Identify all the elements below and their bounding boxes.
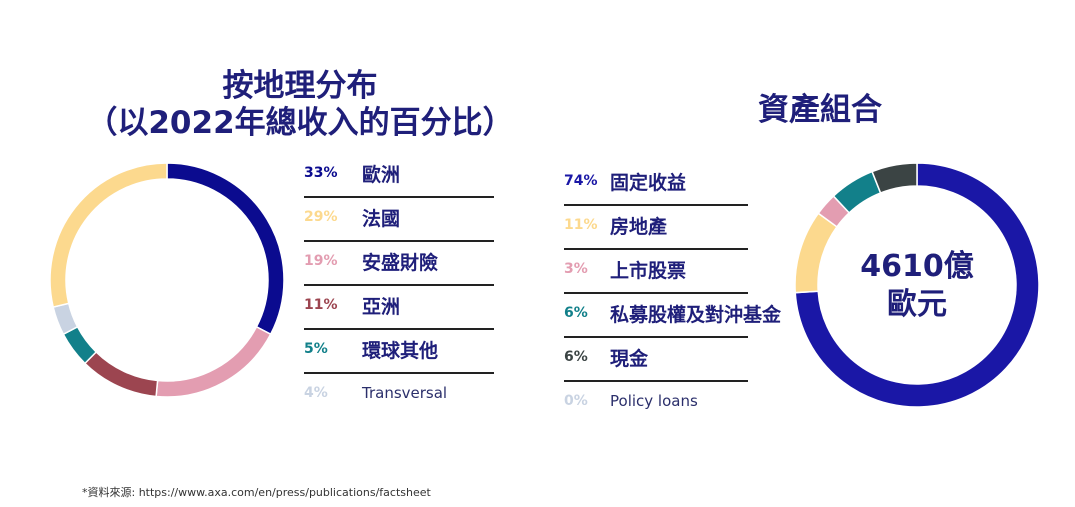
geo-title-line2: （以2022年總收入的百分比） (86, 105, 514, 142)
asset-total-unit: 歐元 (887, 286, 947, 322)
donut-slice-0-5 (49, 162, 168, 308)
legend-row-0-3: 11% 亞洲 (304, 286, 494, 330)
legend-row-0-2: 19% 安盛財險 (304, 242, 494, 286)
legend-label-1-5: Policy loans (610, 392, 698, 410)
geo-donut-chart (49, 162, 285, 398)
legend-percent-1-1: 11% (564, 217, 598, 233)
legend-percent-1-5: 0% (564, 393, 588, 409)
legend-label-1-1: 房地產 (610, 216, 668, 238)
legend-row-0-1: 29% 法國 (304, 198, 494, 242)
legend-label-0-4: 環球其他 (362, 340, 439, 362)
legend-label-1-0: 固定收益 (610, 172, 687, 194)
donut-slice-1-0 (794, 162, 1040, 408)
donut-slice-1-4 (871, 162, 918, 194)
legend-row-1-2: 3% 上市股票 (564, 250, 748, 294)
legend-percent-0-0: 33% (304, 165, 338, 181)
legend-percent-0-1: 29% (304, 209, 338, 225)
legend-row-1-1: 11% 房地產 (564, 206, 748, 250)
legend-label-1-3: 私募股權及對沖基金 (610, 304, 782, 326)
geo-legend: 33% 歐洲 29% 法國 19% 安盛財險 11% 亞洲 5% 環球其他 4% Transversa… (304, 154, 494, 418)
source-note: *資料來源: https://www.axa.com/en/press/publ… (82, 486, 431, 499)
legend-label-0-1: 法國 (362, 208, 401, 230)
asset-chart-title: 資產組合 (758, 92, 882, 128)
legend-row-0-5: 4% Transversal (304, 374, 494, 418)
asset-total-label: 4610億 歐元 (827, 248, 1007, 323)
legend-row-1-4: 6% 現金 (564, 338, 748, 382)
legend-percent-0-5: 4% (304, 385, 328, 401)
legend-percent-0-4: 5% (304, 341, 328, 357)
geo-title-line1: 按地理分布 (222, 68, 378, 104)
asset-total-value: 4610億 (860, 249, 974, 284)
legend-row-1-0: 74% 固定收益 (564, 162, 748, 206)
legend-percent-1-3: 6% (564, 305, 588, 321)
legend-row-1-5: 0% Policy loans (564, 382, 748, 426)
legend-percent-0-2: 19% (304, 253, 338, 269)
donut-slice-0-0 (166, 162, 285, 336)
legend-label-0-5: Transversal (362, 384, 448, 402)
legend-percent-1-0: 74% (564, 173, 598, 189)
donut-slice-0-1 (155, 325, 272, 398)
legend-row-0-4: 5% 環球其他 (304, 330, 494, 374)
geo-chart-title: 按地理分布 （以2022年總收入的百分比） (40, 68, 560, 142)
legend-label-1-4: 現金 (610, 348, 649, 370)
asset-legend: 74% 固定收益 11% 房地產 3% 上市股票 6% 私募股權及對沖基金 6% 現金 0% Poli… (564, 162, 781, 426)
donut-slice-0-2 (83, 350, 159, 398)
legend-label-0-3: 亞洲 (362, 296, 401, 318)
legend-label-0-2: 安盛財險 (362, 252, 439, 274)
legend-row-1-3: 6% 私募股權及對沖基金 (564, 294, 781, 338)
legend-percent-1-4: 6% (564, 349, 588, 365)
legend-percent-1-2: 3% (564, 261, 588, 277)
legend-row-0-0: 33% 歐洲 (304, 154, 494, 198)
legend-percent-0-3: 11% (304, 297, 338, 313)
legend-label-1-2: 上市股票 (610, 260, 687, 282)
legend-label-0-0: 歐洲 (362, 164, 401, 186)
asset-donut-chart (794, 162, 1040, 408)
